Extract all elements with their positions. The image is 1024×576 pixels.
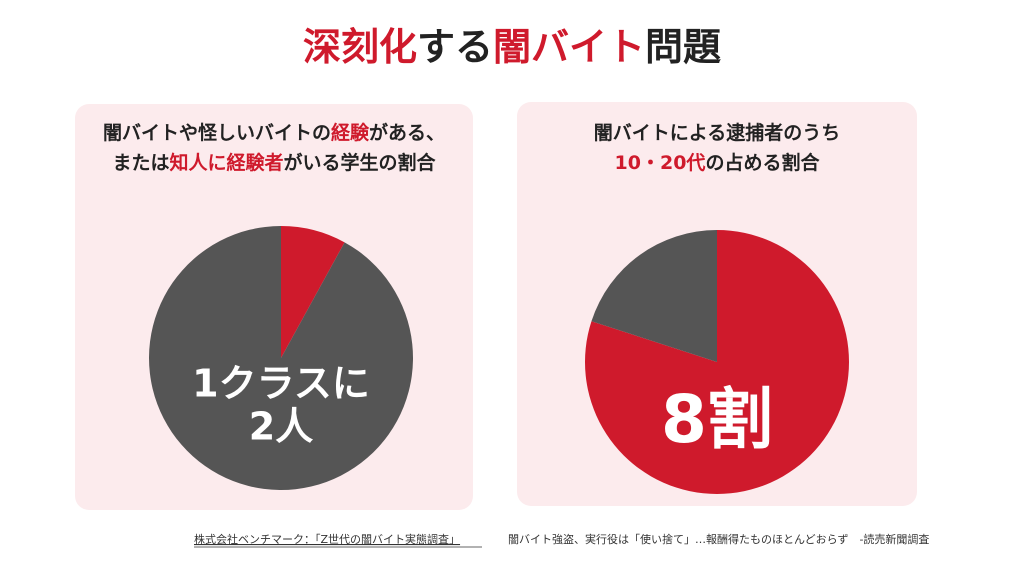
- caption: 10・20代の占める割合: [615, 151, 821, 174]
- caption-part: 知人に経験者: [169, 151, 283, 174]
- caption-part: の占める割合: [705, 151, 820, 174]
- caption-part: がある、: [369, 121, 445, 144]
- caption: 闇バイトによる逮捕者のうち: [594, 121, 840, 144]
- caption-part: 闇バイトによる逮捕者のうち: [594, 121, 840, 144]
- caption: 闇バイトや怪しいバイトの経験がある、: [103, 121, 445, 144]
- center-label: 1クラスに: [192, 362, 370, 406]
- caption-part: 10・20代: [615, 152, 706, 174]
- pie-slice: [591, 230, 717, 362]
- source: 闇バイト強盗、実行役は「使い捨て」…報酬得たものほとんどおらず -読売新聞調査: [508, 532, 929, 546]
- center-label: 8割: [661, 381, 773, 458]
- caption: または知人に経験者がいる学生の割合: [112, 151, 436, 174]
- title-part: する: [417, 25, 493, 69]
- title: 深刻化する闇バイト問題: [303, 25, 721, 69]
- center-label: 2人: [249, 405, 313, 449]
- title-part: 問題: [645, 25, 721, 69]
- title-part: 深刻化: [303, 25, 417, 69]
- caption-part: がいる学生の割合: [284, 151, 437, 174]
- source: 株式会社ベンチマーク：「Z世代の闇バイト実態調査」: [194, 532, 460, 546]
- caption-part: 経験: [331, 121, 370, 144]
- caption-part: 闇バイトや怪しいバイトの: [103, 121, 331, 144]
- pie-slice: [281, 226, 345, 358]
- caption-part: または: [112, 152, 169, 174]
- title-part: 闇バイト: [493, 25, 645, 69]
- pie-slice: [148, 226, 413, 490]
